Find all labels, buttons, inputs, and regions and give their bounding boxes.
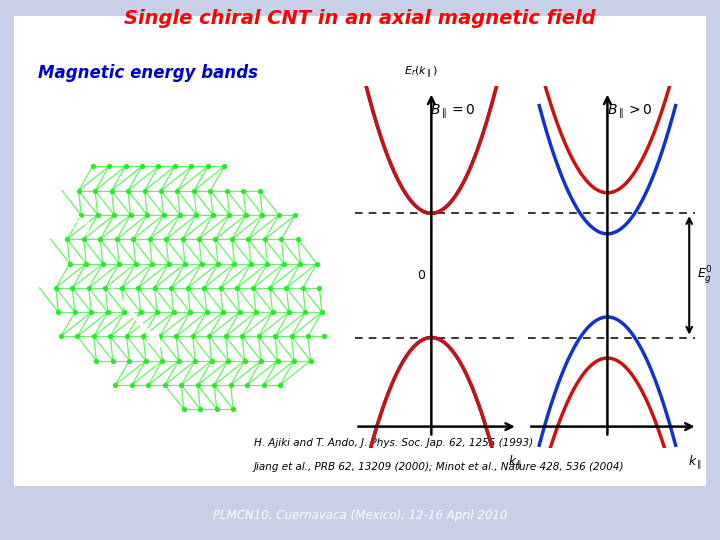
Text: $k_{\parallel}$: $k_{\parallel}$ — [508, 454, 522, 471]
FancyBboxPatch shape — [4, 9, 716, 493]
Text: H. Ajiki and T. Ando, J. Phys. Soc. Jap. 62, 1255 (1993): H. Ajiki and T. Ando, J. Phys. Soc. Jap.… — [254, 438, 533, 448]
Text: $B_{\parallel} = 0$: $B_{\parallel} = 0$ — [430, 103, 475, 121]
Text: $k_{\parallel}$: $k_{\parallel}$ — [688, 454, 702, 471]
Text: Single chiral CNT in an axial magnetic field: Single chiral CNT in an axial magnetic f… — [124, 9, 596, 29]
Text: Magnetic energy bands: Magnetic energy bands — [37, 64, 258, 82]
Text: 0: 0 — [417, 269, 425, 282]
Text: PLMCN10, Cuernavaca (Mexico), 12-16 April 2010: PLMCN10, Cuernavaca (Mexico), 12-16 Apri… — [213, 509, 507, 522]
Text: $E_r(k_{\parallel})$: $E_r(k_{\parallel})$ — [404, 65, 438, 81]
Text: $B_{\parallel} > 0$: $B_{\parallel} > 0$ — [606, 103, 652, 121]
Text: $E_g^0$: $E_g^0$ — [698, 265, 714, 286]
Text: $B_{\parallel}$: $B_{\parallel}$ — [69, 214, 91, 237]
Text: Jiang et al., PRB 62, 13209 (2000); Minot et al., Nature 428, 536 (2004): Jiang et al., PRB 62, 13209 (2000); Mino… — [254, 462, 624, 472]
